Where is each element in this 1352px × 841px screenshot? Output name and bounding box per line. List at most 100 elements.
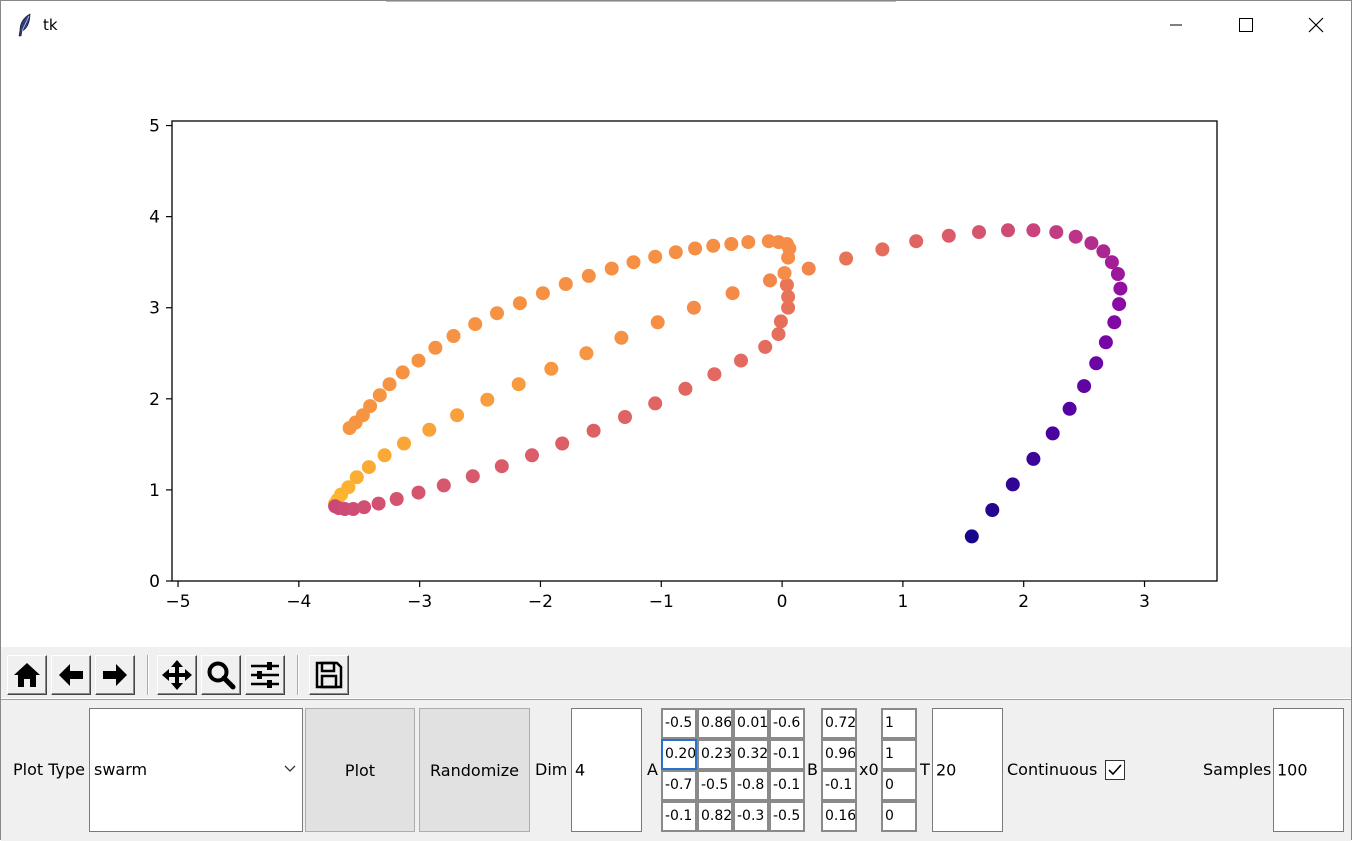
data-point <box>771 327 786 342</box>
x0-vector-cell[interactable]: 0 <box>881 801 917 832</box>
arrow-right-icon <box>103 664 127 686</box>
data-point <box>773 314 788 329</box>
plot-area <box>171 120 1218 582</box>
y-tick-label: 5 <box>149 117 160 137</box>
data-point <box>941 228 956 243</box>
home-button[interactable] <box>7 655 47 695</box>
data-point <box>688 241 703 256</box>
data-point <box>349 470 364 485</box>
data-point <box>650 315 665 330</box>
data-point <box>839 251 854 266</box>
a-matrix-cell[interactable]: -0.1 <box>661 801 697 832</box>
maximize-button[interactable] <box>1211 1 1281 49</box>
data-point <box>422 422 437 437</box>
data-point <box>706 238 721 253</box>
plot-button[interactable]: Plot <box>305 708 415 832</box>
samples-label: Samples <box>1203 760 1272 779</box>
samples-input[interactable]: 100 <box>1273 708 1344 832</box>
x-tick-label: −4 <box>286 592 311 612</box>
data-point <box>668 245 683 260</box>
t-label: T <box>920 760 930 779</box>
b-vector-cell[interactable]: 0.72 <box>821 708 857 739</box>
data-point <box>1068 229 1083 244</box>
data-point <box>395 365 410 380</box>
pan-button[interactable] <box>157 655 197 695</box>
t-input[interactable]: 20 <box>932 708 1003 832</box>
a-matrix-cell[interactable]: 0.23 <box>697 739 733 770</box>
a-matrix-cell[interactable]: 0.32 <box>733 739 769 770</box>
zoom-button[interactable] <box>201 655 241 695</box>
a-matrix-cell[interactable]: -0.7 <box>661 770 697 801</box>
continuous-checkbox[interactable] <box>1105 760 1125 780</box>
a-matrix-label: A <box>647 760 658 779</box>
data-point <box>614 330 629 345</box>
a-matrix-cell[interactable]: -0.6 <box>769 708 805 739</box>
data-point <box>734 353 748 368</box>
data-point <box>604 261 619 276</box>
toolbar-separator <box>147 655 149 695</box>
plot-type-select[interactable]: swarm <box>89 708 303 832</box>
move-icon <box>162 660 192 690</box>
data-point <box>618 410 632 424</box>
data-point <box>758 339 773 354</box>
a-matrix-cell[interactable]: -0.1 <box>769 739 805 770</box>
a-matrix-cell[interactable]: -0.5 <box>769 801 805 832</box>
data-point <box>1005 477 1020 492</box>
title-bar: tk <box>1 1 1351 49</box>
forward-button[interactable] <box>95 655 135 695</box>
a-matrix-cell[interactable]: -0.1 <box>769 770 805 801</box>
data-point <box>581 268 596 283</box>
data-point <box>763 273 777 288</box>
data-point <box>648 249 663 264</box>
minimize-button[interactable] <box>1141 1 1211 49</box>
data-point <box>1049 225 1064 240</box>
maximize-icon <box>1239 18 1253 32</box>
data-point <box>678 381 693 396</box>
x0-vector-cell[interactable]: 0 <box>881 770 917 801</box>
arrow-left-icon <box>59 664 83 686</box>
configure-button[interactable] <box>245 655 285 695</box>
a-matrix-cell[interactable]: 0.86 <box>697 708 733 739</box>
back-button[interactable] <box>51 655 91 695</box>
b-vector-cell[interactable]: 0.96 <box>821 739 857 770</box>
data-point <box>544 361 559 376</box>
plot-canvas[interactable]: −5 −4 −3 −2 −1 0 1 2 3 0 1 2 3 4 5 <box>1 49 1351 647</box>
axis-ticks: −5 −4 −3 −2 −1 0 1 2 3 0 1 2 3 4 5 <box>149 117 1150 612</box>
data-point <box>428 340 443 355</box>
data-point <box>1104 255 1119 270</box>
a-matrix-cell[interactable]: 0.20 <box>661 739 697 770</box>
dim-input[interactable]: 4 <box>571 708 642 832</box>
data-point <box>964 529 979 544</box>
data-point <box>346 502 361 516</box>
data-point <box>1026 223 1041 238</box>
data-point <box>648 396 663 411</box>
a-matrix-cell[interactable]: 0.82 <box>697 801 733 832</box>
a-matrix-cell[interactable]: -0.5 <box>697 770 733 801</box>
data-point <box>372 388 387 403</box>
x0-label: x0 <box>859 760 879 779</box>
toolbar-separator <box>297 655 299 695</box>
data-point <box>626 255 641 270</box>
a-matrix-cell[interactable]: -0.3 <box>733 801 769 832</box>
x0-vector-cell[interactable]: 1 <box>881 708 917 739</box>
data-point <box>1112 297 1127 312</box>
data-point <box>436 478 451 493</box>
data-point <box>1084 236 1099 251</box>
data-point <box>1096 244 1111 259</box>
b-vector-cell[interactable]: 0.16 <box>821 801 857 832</box>
data-point <box>972 225 986 240</box>
data-point <box>535 286 550 301</box>
randomize-button[interactable]: Randomize <box>419 708 530 832</box>
save-button[interactable] <box>309 655 349 695</box>
a-matrix-cell[interactable]: -0.8 <box>733 770 769 801</box>
data-point <box>761 234 776 249</box>
a-matrix-cell[interactable]: 0.01 <box>733 708 769 739</box>
data-point <box>586 423 601 438</box>
x0-vector-cell[interactable]: 1 <box>881 739 917 770</box>
x-tick-label: 1 <box>897 592 908 612</box>
b-vector-cell[interactable]: -0.1 <box>821 770 857 801</box>
close-button[interactable] <box>1281 1 1351 49</box>
a-matrix-cell[interactable]: -0.5 <box>661 708 697 739</box>
x-tick-label: −5 <box>166 592 191 612</box>
window-title: tk <box>43 16 58 34</box>
